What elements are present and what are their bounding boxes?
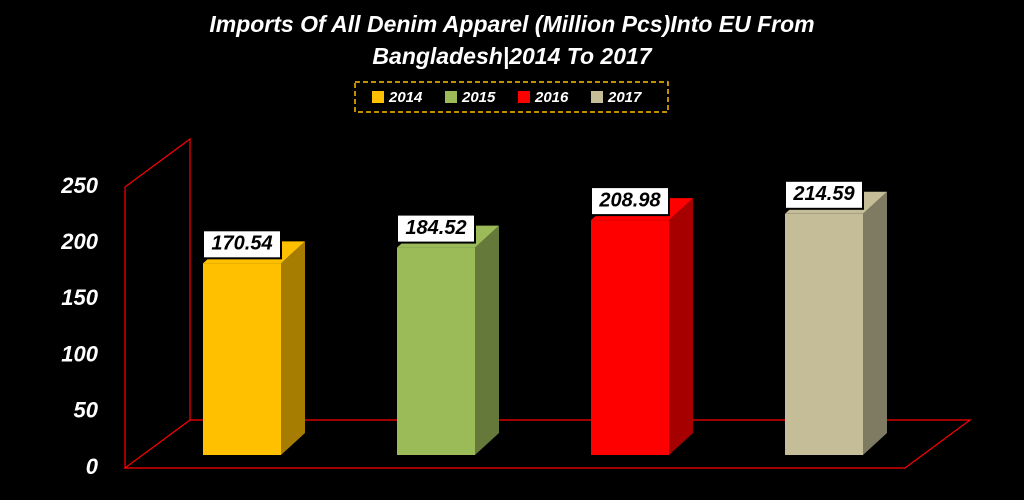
y-tick-label: 250: [60, 173, 98, 198]
chart-title: Imports Of All Denim Apparel (Million Pc…: [209, 11, 815, 69]
value-label-box: [590, 186, 670, 217]
legend-swatch: [518, 91, 530, 103]
legend-label: 2014: [388, 89, 423, 106]
legend-swatch: [372, 91, 384, 103]
bar: [785, 213, 863, 455]
bar: [397, 247, 475, 455]
value-label-box: [202, 229, 282, 260]
legend-swatch: [445, 91, 457, 103]
y-tick-label: 200: [60, 229, 98, 254]
legend-label: 2016: [534, 89, 569, 106]
bar-side: [281, 241, 305, 455]
bar-side: [475, 225, 499, 455]
legend-swatch: [591, 91, 603, 103]
legend-label: 2017: [607, 89, 642, 106]
value-label: 184.52: [405, 217, 466, 239]
y-tick-label: 0: [86, 454, 99, 479]
value-label: 214.59: [792, 183, 855, 205]
value-label: 208.98: [598, 189, 661, 211]
back-wall: [124, 137, 191, 468]
floor: [123, 419, 972, 469]
bar: [591, 220, 669, 455]
value-label: 170.54: [211, 233, 272, 255]
y-tick-label: 100: [61, 341, 98, 366]
legend-label: 2015: [461, 89, 496, 106]
y-tick-label: 50: [74, 398, 99, 423]
value-label-box: [784, 179, 864, 210]
legend: 2014 2015 2016 2017: [354, 81, 669, 113]
legend-frame: [354, 81, 669, 113]
value-label-box: [396, 213, 476, 244]
y-tick-label: 150: [61, 285, 98, 310]
bar-side: [669, 198, 693, 455]
bar-side: [863, 191, 887, 455]
bar: [203, 263, 281, 455]
